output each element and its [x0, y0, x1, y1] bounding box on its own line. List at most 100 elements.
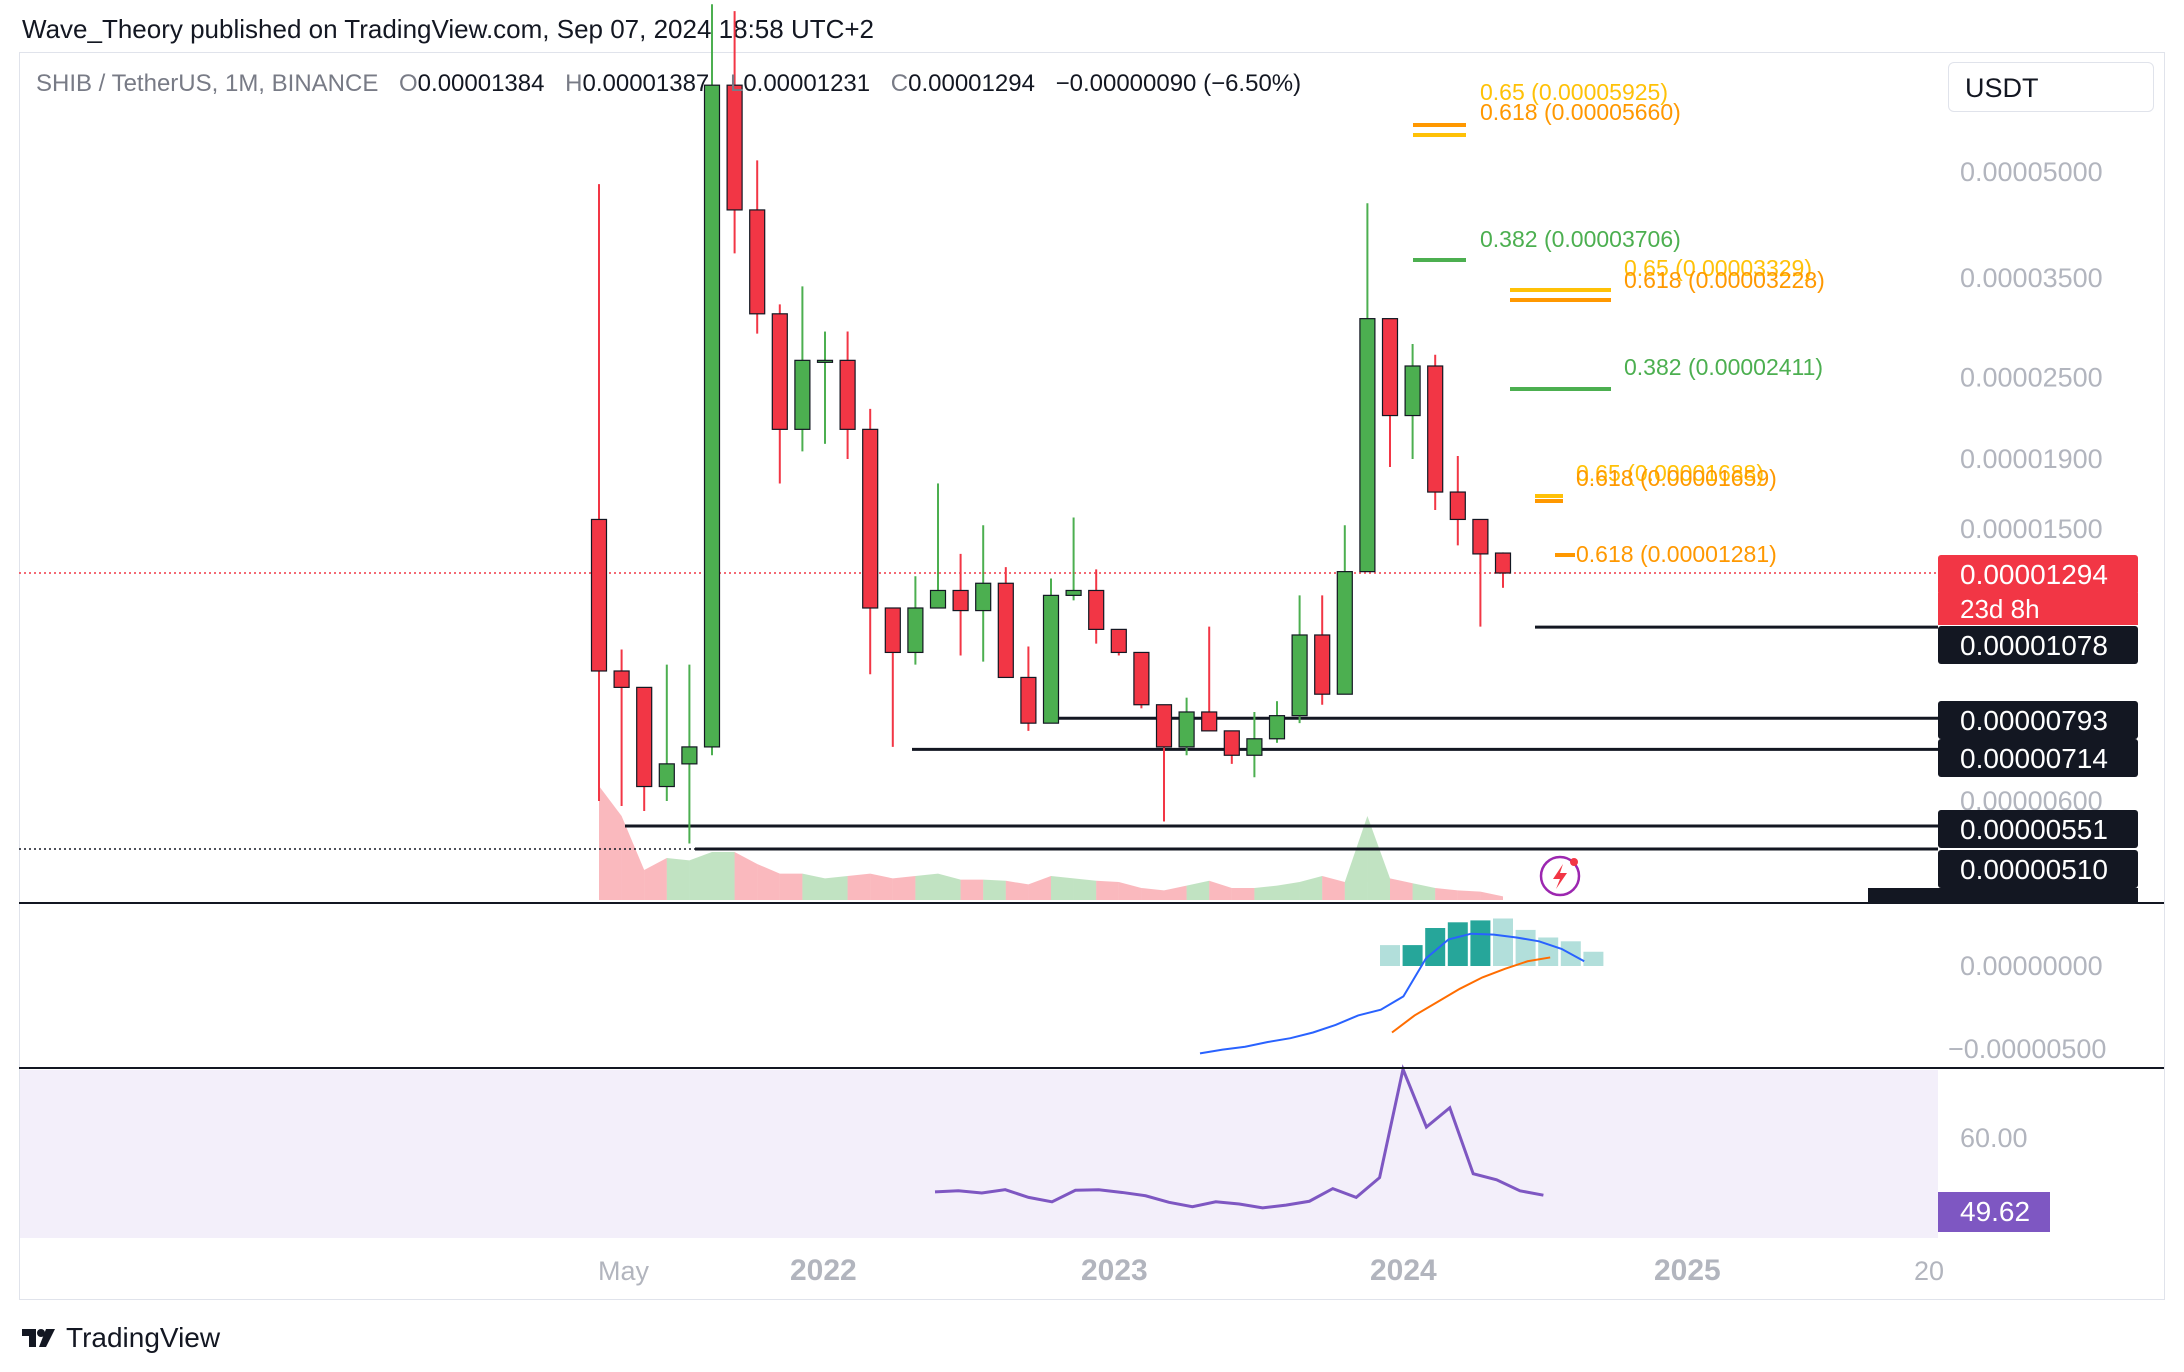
volume-segment: [689, 852, 712, 900]
volume-segment: [1254, 885, 1277, 900]
candle-body: [1472, 518, 1489, 555]
volume-segment: [1457, 890, 1481, 900]
price-tag-box: [1938, 626, 2138, 664]
volume-segment: [1322, 876, 1345, 900]
open-value: 0.00001384: [417, 70, 545, 97]
time-axis-tick: May: [598, 1256, 650, 1286]
fib-level-label: 0.618 (0.00003228): [1624, 267, 1825, 293]
candle-body: [1020, 676, 1037, 724]
volume-segment: [1480, 891, 1503, 900]
fib-level-label: 0.618 (0.00001281): [1576, 541, 1777, 567]
rsi-line: [934, 1064, 1544, 1210]
candle-body: [1268, 715, 1286, 740]
candle-body: [862, 428, 879, 609]
price-axis-tick: 0.00003500: [1960, 263, 2103, 293]
candle-body: [749, 209, 766, 315]
price-axis-tick: 0.00002500: [1960, 363, 2103, 393]
volume-segment: [644, 858, 667, 900]
rsi-value-box: [1938, 1192, 2050, 1232]
macd-histogram-bar: [1493, 918, 1513, 966]
change-value: −0.00000090 (−6.50%): [1055, 70, 1302, 97]
macd-line: [1199, 932, 1585, 1055]
high-key: H: [565, 70, 583, 97]
candle-body: [1088, 589, 1105, 630]
fib-level-label: 0.618 (0.00005660): [1480, 99, 1681, 125]
candle-body: [1178, 711, 1195, 748]
symbol-name[interactable]: SHIB / TetherUS, 1M, BINANCE: [36, 70, 379, 97]
time-axis-tick: 2025: [1654, 1254, 1721, 1287]
chart-frame: [19, 52, 2165, 1300]
volume-segment: [1028, 876, 1051, 900]
notification-dot-icon: [1570, 858, 1578, 866]
candle-body: [590, 518, 608, 672]
open-key: O: [399, 70, 418, 97]
fib-level-label: 0.618 (0.00001659): [1576, 465, 1777, 491]
candle-body: [1155, 704, 1173, 748]
macd-histogram-bar: [1470, 920, 1491, 966]
volume-segment: [1367, 816, 1390, 900]
macd-axis-tick: −0.00000500: [1948, 1034, 2106, 1064]
volume-segment: [847, 873, 871, 900]
volume-segment: [1051, 876, 1074, 900]
candle-body: [907, 607, 924, 654]
candle-body: [929, 589, 947, 609]
volume-segment: [892, 876, 916, 900]
candle-body: [952, 589, 969, 612]
candle-body: [1359, 318, 1376, 573]
candle-body: [794, 359, 811, 430]
candle-body: [1291, 634, 1308, 717]
candle-body: [816, 359, 834, 363]
volume-segment: [915, 873, 938, 900]
time-axis-tick: 2023: [1081, 1254, 1148, 1287]
volume-segment: [1277, 882, 1300, 900]
volume-segment: [1209, 880, 1232, 900]
candle-body: [1201, 711, 1218, 732]
volume-segment: [1412, 883, 1436, 900]
price-tag-label: 0.00000551: [1960, 814, 2108, 845]
candle-body: [997, 582, 1014, 679]
close-value: 0.00001294: [908, 70, 1035, 97]
time-axis-tick: 20: [1914, 1256, 1944, 1286]
price-axis-tick: 0.00001500: [1960, 514, 2103, 544]
volume-segment: [802, 873, 825, 900]
currency-button[interactable]: USDT: [1948, 62, 2154, 112]
candle-body: [975, 582, 992, 612]
fib-level-label: 0.65 (0.00001688): [1576, 460, 1764, 486]
price-tag-label: 0.00001294: [1960, 559, 2108, 590]
volume-segment: [757, 864, 780, 900]
volume-segment: [1141, 888, 1164, 900]
volume-segment: [825, 876, 848, 900]
volume-segment: [960, 879, 984, 900]
tradingview-brand: TradingView: [66, 1322, 221, 1353]
volume-segment: [1344, 816, 1368, 900]
tradingview-logo[interactable]: TradingView: [22, 1322, 220, 1354]
low-value: 0.00001231: [743, 70, 871, 97]
price-tag-label: 0.00000510: [1960, 854, 2108, 885]
volume-segment: [599, 786, 622, 900]
volume-segment: [621, 816, 645, 900]
volume-segment: [666, 858, 690, 900]
candle-body: [1223, 730, 1240, 756]
volume-segment: [1005, 880, 1029, 900]
candle-body: [1246, 738, 1263, 756]
fib-level-label: 0.65 (0.00003329): [1624, 255, 1812, 281]
volume-segment: [712, 852, 735, 900]
macd-histogram-bar: [1425, 928, 1446, 966]
volume-segment: [1118, 882, 1142, 900]
price-tag-box: [1938, 850, 2138, 888]
volume-segment: [1231, 888, 1255, 900]
rsi-axis-tick: 60.00: [1960, 1123, 2028, 1153]
price-tag-label: 0.00000793: [1960, 705, 2108, 736]
low-key: L: [729, 70, 744, 97]
macd-histogram-bar: [1447, 922, 1468, 966]
candle-body: [636, 686, 653, 788]
price-axis-tick: 0.00001900: [1960, 444, 2103, 474]
candle-body: [1133, 651, 1150, 706]
volume-segment: [1435, 888, 1458, 900]
volume-segment: [734, 852, 758, 900]
volume-segment: [1186, 880, 1210, 900]
price-axis-tick: 0.00005000: [1960, 157, 2103, 187]
candle-body: [1494, 552, 1512, 574]
fib-level-label: 0.382 (0.00002411): [1624, 354, 1823, 380]
